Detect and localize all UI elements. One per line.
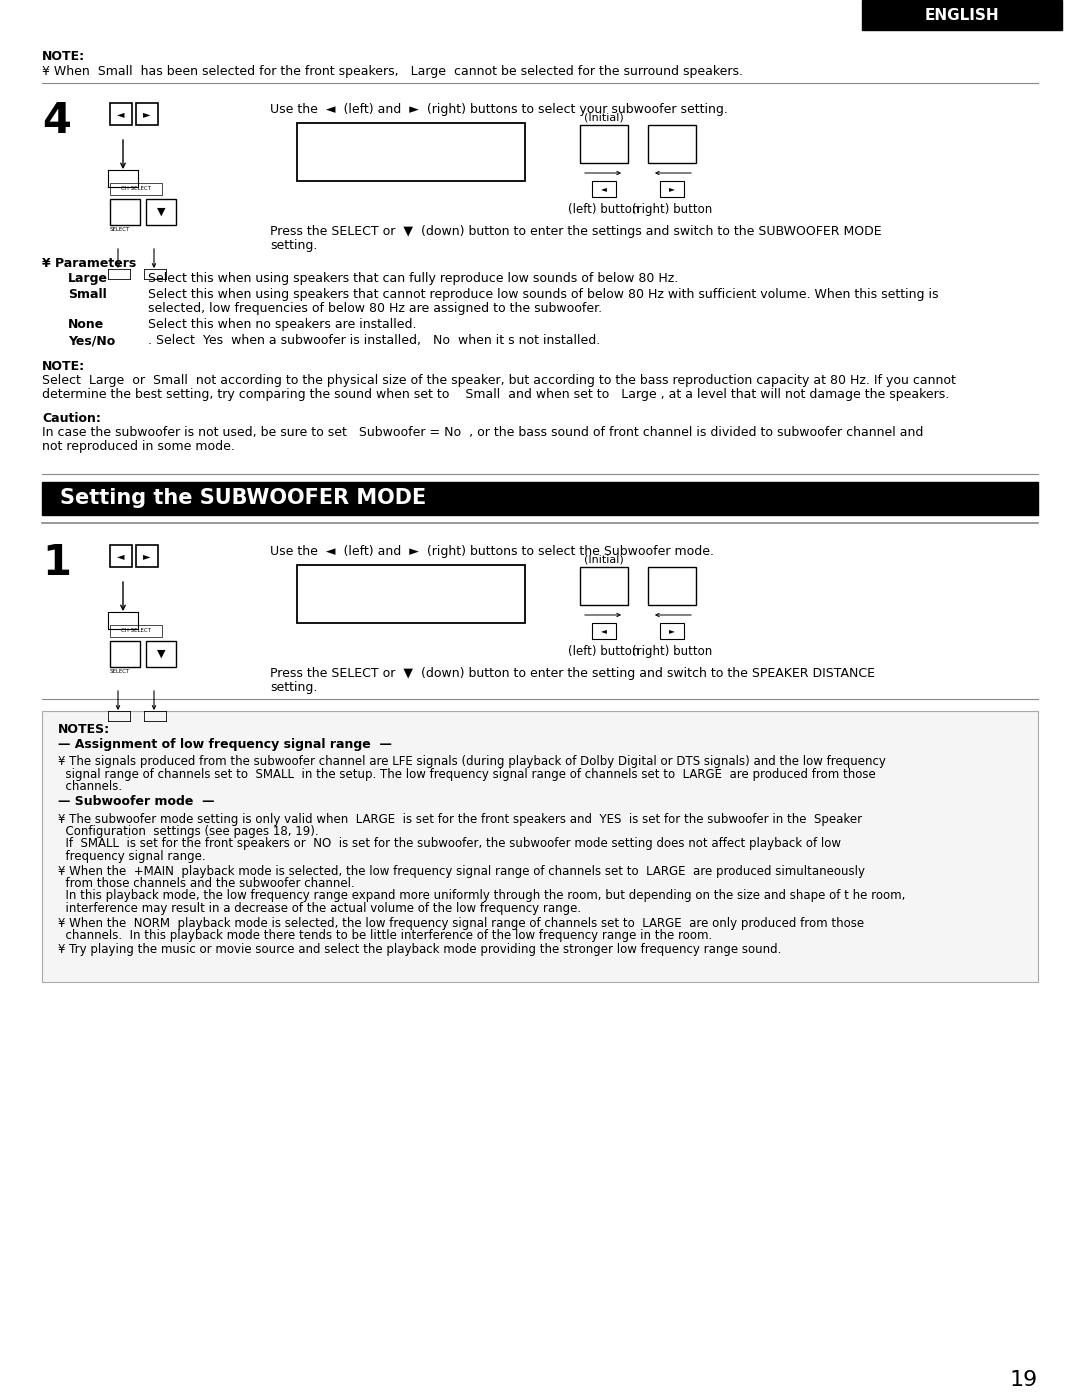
Text: Yes/No: Yes/No: [68, 334, 116, 347]
Text: In this playback mode, the low frequency range expand more uniformly through the: In this playback mode, the low frequency…: [58, 890, 905, 902]
Bar: [648, 567, 696, 604]
Text: signal range of channels set to  SMALL  in the setup. The low frequency signal r: signal range of channels set to SMALL in…: [58, 768, 876, 781]
Text: Setting the SUBWOOFER MODE: Setting the SUBWOOFER MODE: [60, 488, 427, 508]
Text: ◄: ◄: [602, 627, 607, 635]
Text: Select this when using speakers that can fully reproduce low sounds of below 80 : Select this when using speakers that can…: [148, 271, 678, 285]
Text: 1: 1: [42, 541, 71, 583]
Bar: [862, 0, 1062, 29]
Text: (left) button: (left) button: [568, 203, 639, 215]
Bar: [110, 199, 140, 225]
Text: ►: ►: [670, 185, 675, 193]
Text: 19: 19: [1010, 1370, 1038, 1391]
Text: ¥ Parameters: ¥ Parameters: [42, 257, 136, 270]
Text: — Subwoofer mode  —: — Subwoofer mode —: [58, 795, 215, 809]
Text: ¥ When the  NORM  playback mode is selected, the low frequency signal range of c: ¥ When the NORM playback mode is selecte…: [58, 916, 864, 929]
Text: ¥ The signals produced from the subwoofer channel are LFE signals (during playba: ¥ The signals produced from the subwoofe…: [58, 755, 886, 768]
Bar: [42, 711, 1038, 982]
Text: interference may result in a decrease of the actual volume of the low frequency : interference may result in a decrease of…: [58, 902, 581, 915]
Text: (left) button: (left) button: [568, 645, 639, 658]
Bar: [592, 180, 616, 197]
Text: ►: ►: [144, 109, 151, 119]
Text: ¥ Try playing the music or movie source and select the playback mode providing t: ¥ Try playing the music or movie source …: [58, 943, 781, 957]
Text: Press the SELECT or  ▼  (down) button to enter the settings and switch to the SU: Press the SELECT or ▼ (down) button to e…: [270, 225, 881, 238]
Text: channels.: channels.: [58, 781, 122, 793]
Text: (Initial): (Initial): [584, 113, 624, 123]
Text: In case the subwoofer is not used, be sure to set   Subwoofer = No  , or the bas: In case the subwoofer is not used, be su…: [42, 427, 923, 439]
Text: Use the  ◄  (left) and  ►  (right) buttons to select your subwoofer setting.: Use the ◄ (left) and ► (right) buttons t…: [270, 104, 728, 116]
Text: ►: ►: [670, 627, 675, 635]
Bar: [110, 104, 132, 125]
Text: from those channels and the subwoofer channel.: from those channels and the subwoofer ch…: [58, 877, 354, 890]
Text: frequency signal range.: frequency signal range.: [58, 851, 205, 863]
Text: ¥ When the  +MAIN  playback mode is selected, the low frequency signal range of : ¥ When the +MAIN playback mode is select…: [58, 865, 865, 877]
Text: Configuration  settings (see pages 18, 19).: Configuration settings (see pages 18, 19…: [58, 825, 319, 838]
Bar: [110, 183, 162, 194]
Bar: [136, 546, 158, 567]
Text: setting.: setting.: [270, 681, 318, 694]
Bar: [110, 641, 140, 667]
Text: 4: 4: [42, 99, 71, 143]
Bar: [146, 199, 176, 225]
Text: Select this when using speakers that cannot reproduce low sounds of below 80 Hz : Select this when using speakers that can…: [148, 288, 939, 301]
Bar: [146, 641, 176, 667]
Text: ▼: ▼: [157, 207, 165, 217]
Text: ▼: ▼: [157, 649, 165, 659]
Text: CH SELECT: CH SELECT: [121, 186, 151, 192]
Bar: [110, 546, 132, 567]
Text: ◄: ◄: [118, 551, 125, 561]
Bar: [110, 625, 162, 637]
Text: setting.: setting.: [270, 239, 318, 252]
Text: channels.  In this playback mode there tends to be little interference of the lo: channels. In this playback mode there te…: [58, 929, 712, 942]
Text: Use the  ◄  (left) and  ►  (right) buttons to select the Subwoofer mode.: Use the ◄ (left) and ► (right) buttons t…: [270, 546, 714, 558]
Text: (Initial): (Initial): [584, 555, 624, 565]
Text: Press the SELECT or  ▼  (down) button to enter the setting and switch to the SPE: Press the SELECT or ▼ (down) button to e…: [270, 667, 875, 680]
Text: . Select  Yes  when a subwoofer is installed,   No  when it s not installed.: . Select Yes when a subwoofer is install…: [148, 334, 600, 347]
Text: not reproduced in some mode.: not reproduced in some mode.: [42, 441, 234, 453]
Bar: [136, 104, 158, 125]
Text: selected, low frequencies of below 80 Hz are assigned to the subwoofer.: selected, low frequencies of below 80 Hz…: [148, 302, 603, 315]
Text: determine the best setting, try comparing the sound when set to    Small  and wh: determine the best setting, try comparin…: [42, 388, 949, 402]
Text: Caution:: Caution:: [42, 411, 100, 425]
Text: CH SELECT: CH SELECT: [121, 628, 151, 634]
Text: ◄: ◄: [118, 109, 125, 119]
Text: ►: ►: [144, 551, 151, 561]
Text: ¥ When  Small  has been selected for the front speakers,   Large  cannot be sele: ¥ When Small has been selected for the f…: [42, 64, 743, 78]
Text: Large: Large: [68, 271, 108, 285]
Bar: [592, 623, 616, 639]
Text: (right) button: (right) button: [632, 203, 712, 215]
Text: If  SMALL  is set for the front speakers or  NO  is set for the subwoofer, the s: If SMALL is set for the front speakers o…: [58, 838, 841, 851]
Text: SELECT: SELECT: [110, 669, 131, 674]
Text: NOTE:: NOTE:: [42, 360, 85, 374]
Text: SELECT: SELECT: [110, 227, 131, 232]
Bar: [580, 567, 627, 604]
Text: NOTE:: NOTE:: [42, 50, 85, 63]
Bar: [42, 483, 1038, 515]
Text: ◄: ◄: [602, 185, 607, 193]
Text: Select this when no speakers are installed.: Select this when no speakers are install…: [148, 318, 417, 332]
Text: ENGLISH: ENGLISH: [924, 7, 999, 22]
Text: Small: Small: [68, 288, 107, 301]
Bar: [660, 180, 684, 197]
Text: — Assignment of low frequency signal range  —: — Assignment of low frequency signal ran…: [58, 739, 392, 751]
Text: ¥ The subwoofer mode setting is only valid when  LARGE  is set for the front spe: ¥ The subwoofer mode setting is only val…: [58, 813, 862, 825]
Text: Select  Large  or  Small  not according to the physical size of the speaker, but: Select Large or Small not according to t…: [42, 374, 956, 388]
Text: (right) button: (right) button: [632, 645, 712, 658]
Bar: [297, 123, 525, 180]
Bar: [580, 125, 627, 164]
Text: NOTES:: NOTES:: [58, 723, 110, 736]
Bar: [660, 623, 684, 639]
Bar: [297, 565, 525, 623]
Bar: [648, 125, 696, 164]
Text: None: None: [68, 318, 105, 332]
